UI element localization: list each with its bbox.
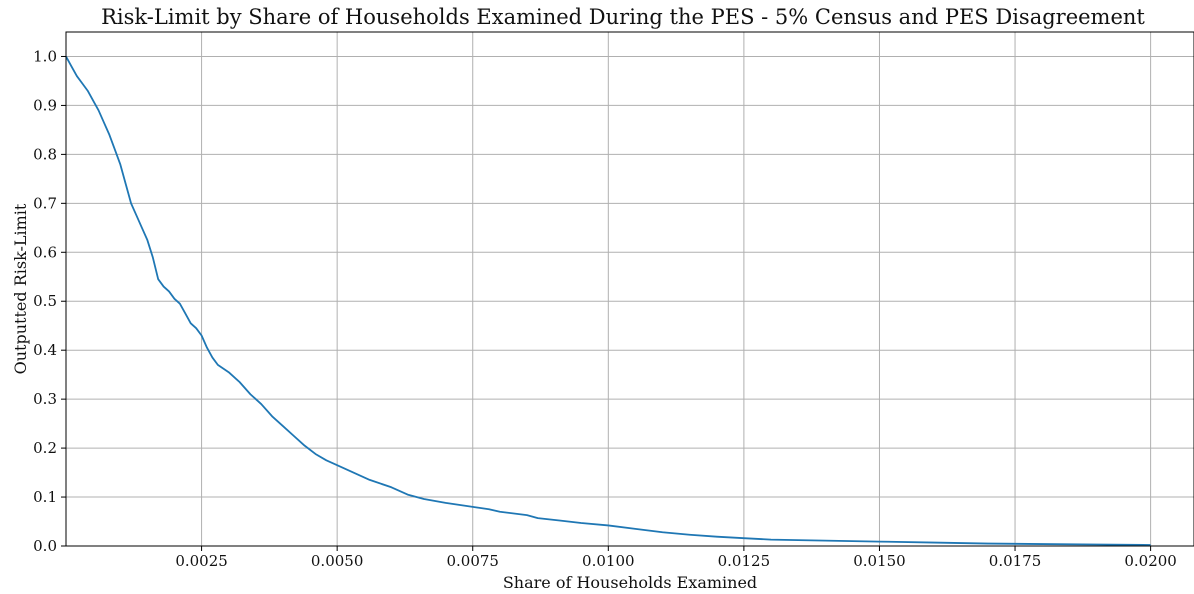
plot-frame [65,31,1194,547]
x-axis-label: Share of Households Examined [503,573,757,592]
y-tick-label: 0.4 [33,341,57,359]
y-tick-label: 0.3 [33,390,57,408]
x-tick-label: 0.0200 [1124,552,1177,570]
grid-layer [66,32,1194,547]
y-tick-label: 0.9 [33,96,57,114]
y-tick-label: 0.0 [33,537,57,555]
chart-title: Risk-Limit by Share of Households Examin… [101,5,1145,29]
y-axis-label: Outputted Risk-Limit [11,203,30,374]
x-tick-label: 0.0100 [582,552,635,570]
y-tick-label: 0.6 [33,243,57,261]
y-tick-label: 0.1 [33,488,57,506]
y-tick-label: 0.8 [33,145,57,163]
x-tick-label: 0.0125 [718,552,771,570]
x-tick-label: 0.0175 [989,552,1042,570]
series-layer [65,56,1151,546]
series-line [65,56,1151,546]
x-tick-label: 0.0075 [446,552,499,570]
x-tick-label: 0.0050 [311,552,364,570]
y-tick-label: 1.0 [33,47,57,65]
y-tick-label: 0.7 [33,194,57,212]
y-tick-label: 0.2 [33,439,57,457]
y-tick-label: 0.5 [33,292,57,310]
x-tick-label: 0.0150 [853,552,906,570]
x-tick-label: 0.0025 [175,552,228,570]
tick-layer: 0.0025 0.0050 0.0075 0.0100 0.0125 0.0150 0.01… [33,47,1177,570]
